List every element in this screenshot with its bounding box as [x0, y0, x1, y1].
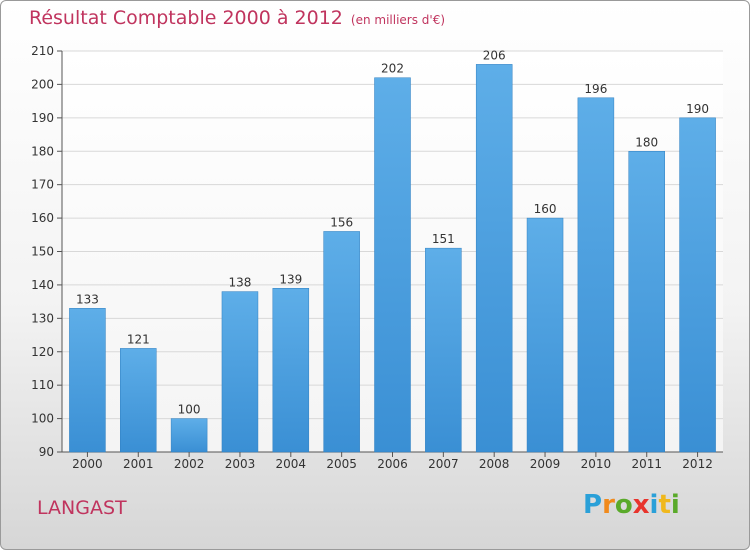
y-tick-label: 190	[31, 111, 54, 125]
y-tick-label: 150	[31, 245, 54, 259]
x-tick-label: 2004	[276, 457, 307, 471]
y-tick-label: 120	[31, 345, 54, 359]
y-tick-label: 160	[31, 211, 54, 225]
bar	[221, 291, 259, 453]
bar-value-label: 190	[686, 102, 709, 116]
bar	[526, 217, 564, 453]
y-tick-label: 180	[31, 144, 54, 158]
bar	[272, 288, 310, 453]
y-tick-label: 170	[31, 178, 54, 192]
title-row: Résultat Comptable 2000 à 2012 (en millie…	[29, 7, 445, 29]
bar	[69, 308, 106, 453]
x-tick-label: 2002	[174, 457, 205, 471]
x-tick-label: 2006	[377, 457, 408, 471]
y-tick-label: 130	[31, 311, 54, 325]
logo-letter: P	[583, 490, 603, 520]
bar	[628, 151, 665, 453]
bar	[577, 97, 615, 453]
y-tick-label: 140	[31, 278, 54, 292]
logo-letter: x	[632, 490, 650, 520]
x-tick-label: 2003	[225, 457, 256, 471]
x-tick-label: 2007	[428, 457, 459, 471]
bar-value-label: 202	[381, 62, 404, 76]
bar	[170, 418, 208, 453]
place-name: LANGAST	[37, 497, 127, 519]
bar-value-label: 160	[534, 202, 557, 216]
bar-value-label: 138	[229, 276, 252, 290]
y-tick-label: 100	[31, 412, 54, 426]
x-tick-label: 2011	[631, 457, 662, 471]
bar-value-label: 151	[432, 232, 455, 246]
y-tick-label: 110	[31, 378, 54, 392]
y-tick-label: 200	[31, 77, 54, 91]
bar-value-label: 206	[483, 48, 506, 62]
chart-subtitle: (en milliers d'€)	[350, 13, 446, 27]
logo-letter: t	[658, 490, 671, 520]
x-tick-label: 2010	[581, 457, 612, 471]
y-tick-label: 90	[39, 445, 54, 459]
y-tick-label: 210	[31, 44, 54, 58]
bar-value-label: 133	[76, 292, 99, 306]
bar-value-label: 100	[178, 403, 201, 417]
proxiti-logo: Proxiti	[583, 490, 680, 520]
bar	[120, 348, 157, 453]
bar-value-label: 196	[584, 82, 607, 96]
logo-letter: r	[602, 490, 615, 520]
x-tick-label: 2001	[123, 457, 154, 471]
x-tick-label: 2008	[479, 457, 510, 471]
bar	[475, 64, 513, 453]
bar	[679, 117, 716, 453]
bar-value-label: 121	[127, 332, 150, 346]
x-tick-label: 2000	[72, 457, 103, 471]
bar-value-label: 156	[330, 215, 353, 229]
bar	[323, 231, 360, 453]
logo-letter: i	[649, 490, 659, 520]
logo-letter: i	[670, 490, 680, 520]
bar-value-label: 139	[279, 272, 302, 286]
bar	[425, 247, 462, 453]
bar	[374, 77, 411, 453]
x-tick-label: 2012	[682, 457, 713, 471]
x-tick-label: 2005	[326, 457, 357, 471]
bar-value-label: 180	[635, 135, 658, 149]
x-tick-label: 2009	[530, 457, 561, 471]
logo-letter: o	[614, 490, 633, 520]
chart-title: Résultat Comptable 2000 à 2012	[29, 7, 343, 29]
